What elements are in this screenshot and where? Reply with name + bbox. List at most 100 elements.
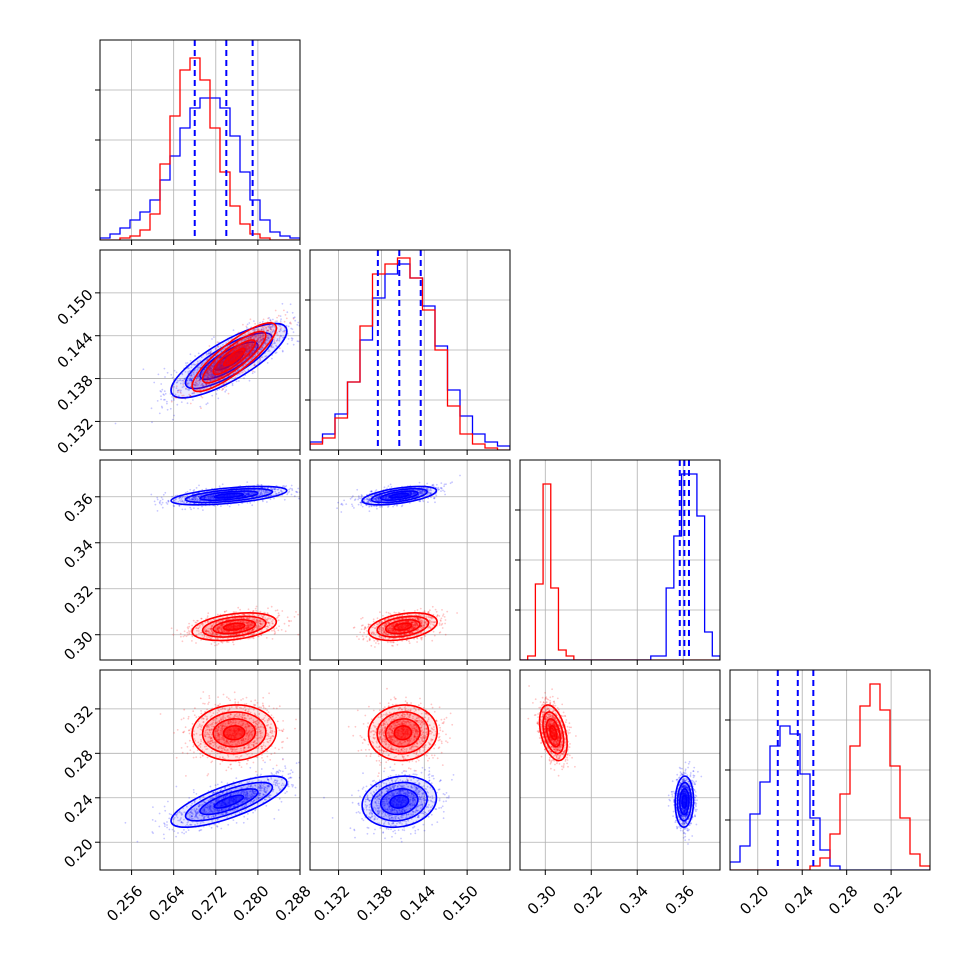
scatter-point <box>217 376 220 379</box>
scatter-point <box>160 405 163 408</box>
scatter-point <box>221 360 224 363</box>
scatter-point <box>276 493 278 496</box>
scatter-point <box>369 500 372 503</box>
scatter-point <box>258 622 261 625</box>
scatter-point <box>272 324 274 326</box>
scatter-point <box>197 374 200 377</box>
scatter-point <box>269 328 272 330</box>
scatter-point <box>279 322 282 324</box>
scatter-point <box>237 331 240 334</box>
scatter-point <box>242 346 245 348</box>
scatter-point <box>219 376 222 378</box>
scatter-point <box>161 388 164 391</box>
scatter-point <box>216 627 219 630</box>
scatter-point <box>325 307 327 309</box>
scatter-point <box>439 487 442 489</box>
scatter-point <box>189 386 192 388</box>
scatter-point <box>250 624 253 627</box>
scatter-point <box>205 374 208 376</box>
scatter-point <box>211 373 214 376</box>
scatter-point <box>205 630 208 633</box>
scatter-point <box>244 345 247 348</box>
scatter-point <box>255 335 257 338</box>
scatter-point <box>221 626 224 629</box>
scatter-point <box>276 616 279 618</box>
scatter-point <box>246 625 249 628</box>
scatter-point <box>205 383 208 386</box>
scatter-point <box>207 376 210 379</box>
scatter-point <box>183 377 186 380</box>
scatter-point <box>216 369 218 371</box>
scatter-point <box>211 632 214 634</box>
scatter-point <box>230 374 232 377</box>
scatter-point <box>184 397 187 399</box>
scatter-point <box>220 624 222 626</box>
scatter-point <box>200 631 203 634</box>
scatter-point <box>187 371 190 373</box>
scatter-point <box>412 492 415 495</box>
scatter-point <box>249 360 252 362</box>
scatter-point <box>213 382 216 385</box>
scatter-point <box>187 389 190 392</box>
scatter-point <box>195 379 198 381</box>
scatter-point <box>252 629 255 631</box>
scatter-point <box>212 494 215 497</box>
scatter-point <box>256 339 259 342</box>
scatter-point <box>257 625 260 628</box>
scatter-point <box>267 336 270 339</box>
scatter-point <box>163 367 166 370</box>
scatter-point <box>247 623 250 626</box>
scatter-point <box>247 342 250 345</box>
scatter-point <box>210 367 213 370</box>
scatter-point <box>218 630 220 632</box>
scatter-point <box>269 494 272 497</box>
scatter-point <box>234 617 236 620</box>
scatter-point <box>192 392 195 394</box>
scatter-point <box>211 495 214 498</box>
scatter-point <box>175 497 177 500</box>
scatter-point <box>188 622 191 625</box>
scatter-point <box>179 379 182 381</box>
scatter-point <box>206 371 209 373</box>
scatter-point <box>209 369 212 371</box>
scatter-point <box>249 625 252 628</box>
scatter-point <box>204 496 207 498</box>
scatter-point <box>157 373 160 376</box>
scatter-point <box>210 643 213 645</box>
scatter-point <box>273 325 276 328</box>
scatter-point <box>260 623 262 626</box>
scatter-point <box>224 390 227 393</box>
scatter-point <box>375 505 378 508</box>
scatter-point <box>194 385 197 387</box>
scatter-point <box>189 488 192 491</box>
scatter-point <box>288 490 291 493</box>
scatter-point <box>220 505 222 507</box>
scatter-point <box>193 496 196 499</box>
scatter-point <box>153 500 156 503</box>
scatter-point <box>291 488 293 490</box>
scatter-point <box>267 337 270 340</box>
scatter-point <box>263 492 266 494</box>
scatter-point <box>297 487 300 490</box>
scatter-point <box>206 402 209 405</box>
scatter-point <box>288 620 291 623</box>
scatter-point <box>176 381 179 384</box>
scatter-point <box>164 376 166 378</box>
scatter-point <box>223 367 226 369</box>
scatter-point <box>248 336 251 339</box>
scatter-point <box>215 367 218 370</box>
scatter-point <box>250 336 253 338</box>
scatter-point <box>257 334 259 336</box>
scatter-point <box>256 340 258 342</box>
scatter-point <box>159 499 162 502</box>
scatter-point <box>247 493 250 495</box>
scatter-point <box>174 393 177 396</box>
scatter-point <box>196 498 199 501</box>
scatter-point <box>215 621 218 624</box>
scatter-point <box>249 624 252 626</box>
scatter-point <box>221 361 224 363</box>
scatter-point <box>243 369 246 372</box>
scatter-point <box>265 328 267 330</box>
scatter-point <box>232 611 235 614</box>
scatter-point <box>207 378 210 380</box>
